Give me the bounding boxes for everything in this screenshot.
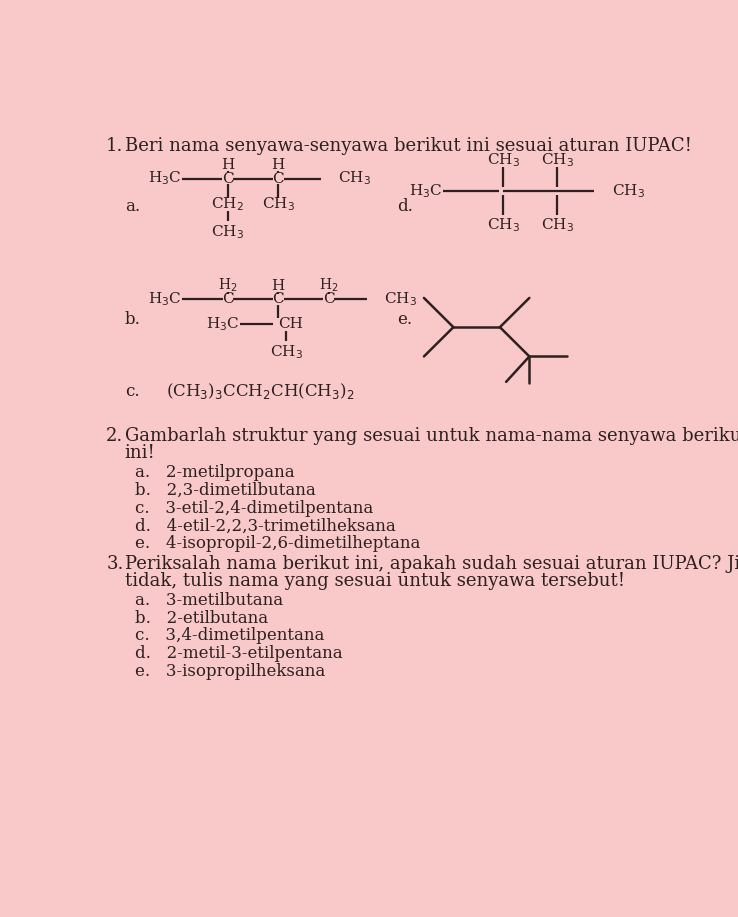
Text: C: C	[222, 171, 234, 185]
Text: tidak, tulis nama yang sesuai untuk senyawa tersebut!: tidak, tulis nama yang sesuai untuk seny…	[125, 572, 625, 590]
Text: a.   2-metilpropana: a. 2-metilpropana	[135, 464, 294, 481]
Text: H$_3$C: H$_3$C	[409, 182, 443, 200]
Text: e.: e.	[397, 311, 412, 328]
Text: CH$_3$: CH$_3$	[486, 151, 520, 169]
Text: c.: c.	[125, 383, 139, 401]
Text: CH: CH	[278, 317, 303, 331]
Text: 2.: 2.	[106, 427, 123, 446]
Text: H$_3$C: H$_3$C	[206, 315, 240, 333]
Text: CH$_3$: CH$_3$	[269, 344, 303, 361]
Text: H: H	[272, 159, 285, 172]
Text: H$_2$: H$_2$	[218, 277, 238, 294]
Text: H: H	[272, 279, 285, 293]
Text: a.: a.	[125, 198, 140, 215]
Text: Beri nama senyawa-senyawa berikut ini sesuai aturan IUPAC!: Beri nama senyawa-senyawa berikut ini se…	[125, 137, 692, 155]
Text: Periksalah nama berikut ini, apakah sudah sesuai aturan IUPAC? Jika: Periksalah nama berikut ini, apakah suda…	[125, 555, 738, 573]
Text: b.: b.	[125, 311, 141, 328]
Text: C: C	[222, 293, 234, 306]
Text: CH$_3$: CH$_3$	[612, 182, 644, 200]
Text: H$_2$: H$_2$	[319, 277, 338, 294]
Text: C: C	[323, 293, 334, 306]
Text: CH$_3$: CH$_3$	[541, 216, 573, 235]
Text: a.   3-metilbutana: a. 3-metilbutana	[135, 592, 283, 609]
Text: CH$_3$: CH$_3$	[541, 151, 573, 169]
Text: CH$_3$: CH$_3$	[486, 216, 520, 235]
Text: (CH$_3$)$_3$CCH$_2$CH(CH$_3$)$_2$: (CH$_3$)$_3$CCH$_2$CH(CH$_3$)$_2$	[166, 381, 354, 401]
Text: d.   4-etil-2,2,3-trimetilheksana: d. 4-etil-2,2,3-trimetilheksana	[135, 517, 396, 535]
Text: e.   3-isopropilheksana: e. 3-isopropilheksana	[135, 663, 325, 679]
Text: Gambarlah struktur yang sesuai untuk nama-nama senyawa berikut: Gambarlah struktur yang sesuai untuk nam…	[125, 427, 738, 446]
Text: d.   2-metil-3-etilpentana: d. 2-metil-3-etilpentana	[135, 646, 342, 662]
Text: b.   2-etilbutana: b. 2-etilbutana	[135, 610, 268, 627]
Text: c.   3,4-dimetilpentana: c. 3,4-dimetilpentana	[135, 627, 324, 645]
Text: c.   3-etil-2,4-dimetilpentana: c. 3-etil-2,4-dimetilpentana	[135, 500, 373, 516]
Text: 1.: 1.	[106, 137, 123, 155]
Text: e.   4-isopropil-2,6-dimetilheptana: e. 4-isopropil-2,6-dimetilheptana	[135, 536, 420, 552]
Text: 3.: 3.	[106, 555, 123, 573]
Text: CH$_3$: CH$_3$	[384, 291, 418, 308]
Text: H$_3$C: H$_3$C	[148, 291, 182, 308]
Text: ini!: ini!	[125, 444, 156, 462]
Text: CH$_3$: CH$_3$	[211, 224, 244, 241]
Text: CH$_2$: CH$_2$	[212, 195, 244, 213]
Text: H$_3$C: H$_3$C	[148, 170, 182, 187]
Text: CH$_3$: CH$_3$	[338, 170, 371, 187]
Text: H: H	[221, 159, 235, 172]
Text: b.   2,3-dimetilbutana: b. 2,3-dimetilbutana	[135, 482, 316, 499]
Text: CH$_3$: CH$_3$	[262, 195, 294, 213]
Text: C: C	[272, 293, 284, 306]
Text: d.: d.	[397, 198, 413, 215]
Text: C: C	[272, 171, 284, 185]
